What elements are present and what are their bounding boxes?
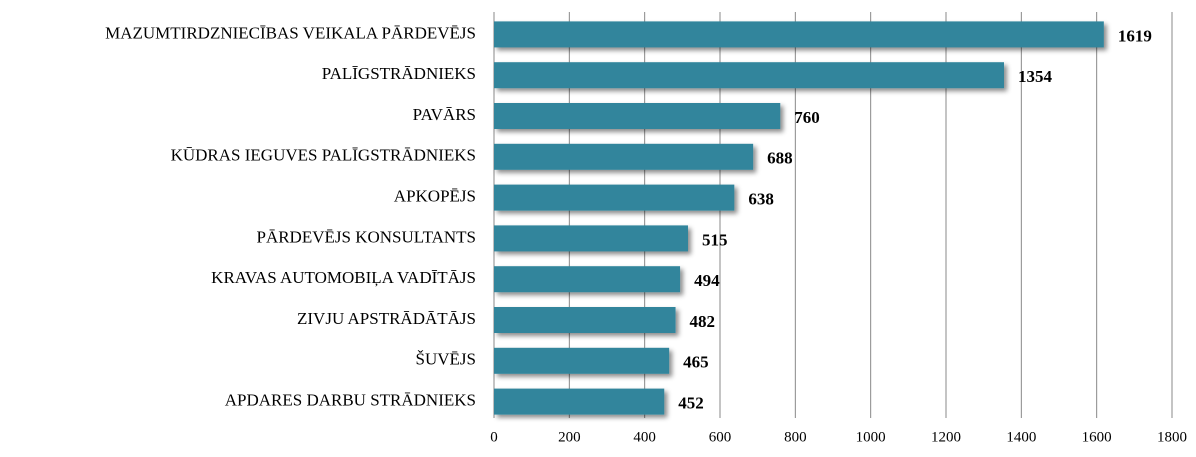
data-label: 482	[690, 312, 716, 331]
x-tick-label: 1600	[1082, 429, 1112, 445]
y-tick-label: APKOPĒJS	[394, 187, 476, 206]
y-tick-label: MAZUMTIRDZNIECĪBAS VEIKALA PĀRDEVĒJS	[105, 23, 476, 42]
x-tick-label: 800	[784, 429, 807, 445]
y-tick-label: PAVĀRS	[413, 105, 476, 124]
x-tick-label: 200	[558, 429, 581, 445]
y-tick-label: PĀRDEVĒJS KONSULTANTS	[256, 227, 476, 246]
data-label: 465	[683, 353, 709, 372]
data-label: 494	[694, 271, 720, 290]
data-label: 452	[678, 394, 704, 413]
y-tick-label: PALĪGSTRĀDNIEKS	[322, 64, 476, 83]
data-label: 688	[767, 149, 793, 168]
data-label: 515	[702, 230, 728, 249]
y-tick-label: KŪDRAS IEGUVES PALĪGSTRĀDNIEKS	[171, 146, 476, 165]
bar	[494, 21, 1104, 48]
bar	[494, 347, 670, 374]
data-label: 1619	[1118, 26, 1152, 45]
bar	[494, 184, 735, 211]
x-tick-label: 0	[490, 429, 498, 445]
y-tick-label: KRAVAS AUTOMOBIĻA VADĪTĀJS	[211, 268, 476, 287]
x-tick-label: 1400	[1006, 429, 1036, 445]
bar	[494, 307, 676, 333]
x-tick-label: 600	[709, 429, 732, 445]
bar	[494, 225, 688, 252]
y-tick-label: APDARES DARBU STRĀDNIEKS	[225, 391, 476, 410]
data-label: 760	[794, 108, 820, 127]
bar	[494, 62, 1005, 89]
x-tick-label: 1800	[1157, 429, 1187, 445]
bar	[494, 388, 665, 415]
bar	[494, 266, 681, 293]
bar	[494, 103, 781, 129]
y-tick-label: ZIVJU APSTRĀDĀTĀJS	[297, 309, 476, 328]
x-tick-label: 1200	[931, 429, 961, 445]
x-tick-label: 1000	[856, 429, 886, 445]
data-label: 1354	[1018, 67, 1052, 86]
data-label: 638	[748, 190, 774, 209]
bar	[494, 143, 754, 170]
x-tick-label: 400	[633, 429, 656, 445]
y-tick-label: ŠUVĒJS	[416, 350, 476, 369]
